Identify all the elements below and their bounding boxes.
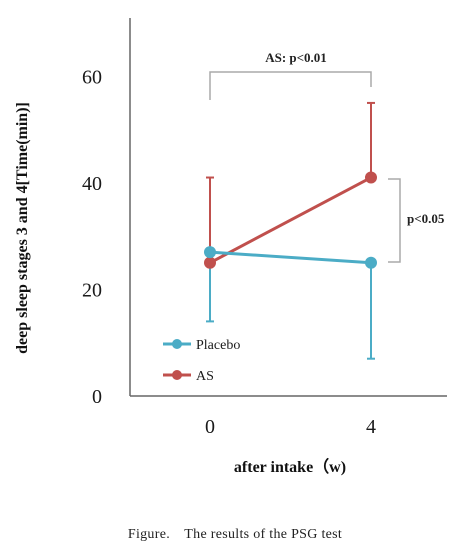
data-point-placebo: [204, 246, 216, 259]
data-point-as: [204, 256, 216, 269]
legend-item-placebo: Placebo: [163, 338, 240, 353]
top-bracket: [209, 71, 372, 100]
data-point-as: [365, 171, 377, 184]
x-axis-title: after intake（w): [234, 458, 346, 476]
y-tick-labels: 0 20 40 60: [82, 66, 102, 408]
legend: Placebo AS: [163, 338, 240, 384]
right-bracket: [388, 178, 401, 263]
series-layer: [204, 101, 377, 360]
series-line-as: [209, 176, 372, 265]
x-tick-label: 0: [205, 416, 215, 438]
y-tick-label: 60: [82, 66, 102, 88]
legend-marker-as: [172, 370, 182, 380]
y-axis-title: deep sleep stages 3 and 4[Time(min)]: [14, 102, 31, 354]
y-tick-label: 0: [92, 386, 102, 408]
series-line-placebo: [209, 250, 372, 265]
legend-label-placebo: Placebo: [196, 338, 240, 353]
figure-caption: Figure. The results of the PSG test: [128, 527, 342, 542]
legend-item-as: AS: [163, 369, 214, 384]
y-tick-label: 40: [82, 173, 102, 195]
significance-annotations: AS: p<0.01 p<0.05: [209, 50, 445, 263]
x-tick-label: 4: [366, 416, 376, 438]
y-tick-label: 20: [82, 279, 102, 301]
legend-marker-placebo: [172, 339, 182, 349]
right-bracket-label: p<0.05: [407, 211, 445, 226]
data-point-placebo: [365, 256, 377, 269]
legend-label-as: AS: [196, 369, 214, 384]
top-bracket-label: AS: p<0.01: [265, 50, 327, 65]
